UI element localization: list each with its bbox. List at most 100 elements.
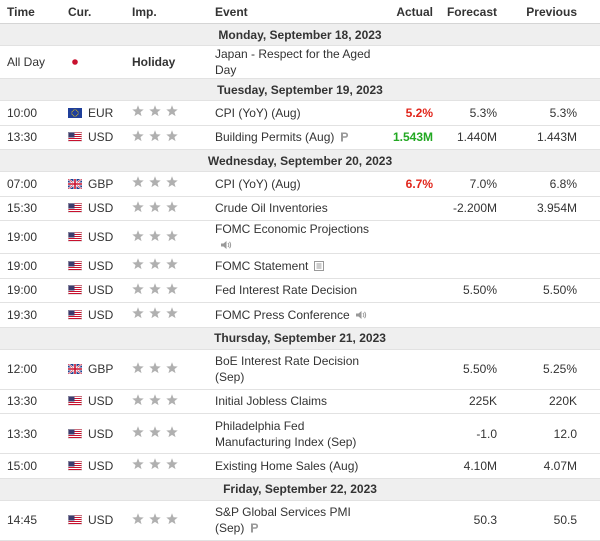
column-header[interactable]: Event — [208, 0, 380, 24]
event-name[interactable]: CPI (YoY) (Aug) — [215, 105, 301, 121]
currency-code: USD — [88, 458, 114, 473]
event-row[interactable]: 14:45 USD S&P Global Services PMI (Sep) 50.… — [0, 500, 600, 541]
event-row[interactable]: All Day Holiday Japan - Respect for the Ag… — [0, 45, 600, 79]
event-name[interactable]: FOMC Economic Projections — [215, 221, 380, 253]
actual — [380, 453, 440, 479]
column-header[interactable]: Previous — [504, 0, 600, 24]
event-row[interactable]: 19:00 USD FOMC Economic Projections — [0, 220, 600, 254]
event-name[interactable]: Philadelphia Fed Manufacturing Index (Se… — [215, 418, 380, 450]
actual — [380, 389, 440, 414]
event-name[interactable]: Crude Oil Inventories — [215, 200, 328, 216]
importance-stars — [132, 258, 178, 270]
time: 15:30 — [0, 196, 62, 221]
forecast: 5.50% — [440, 278, 504, 303]
forecast: 4.10M — [440, 453, 504, 479]
event-name[interactable]: Japan - Respect for the Aged Day — [215, 46, 380, 78]
currency: USD — [62, 196, 124, 221]
event-name[interactable]: S&P Global Services PMI (Sep) — [215, 504, 380, 536]
event-row[interactable]: 15:00 USD Existing Home Sales (Aug) 4.10M 4.… — [0, 453, 600, 479]
date-header: Monday, September 18, 2023 — [0, 23, 600, 46]
event: CPI (YoY) (Aug) — [208, 100, 380, 126]
event-row[interactable]: 13:30 USD Initial Jobless Claims 225K 220K — [0, 389, 600, 414]
flag — [68, 460, 82, 471]
forecast — [440, 220, 504, 254]
currency: USD — [62, 453, 124, 479]
importance-stars — [132, 426, 178, 438]
event: Building Permits (Aug) — [208, 125, 380, 150]
event-name[interactable]: Initial Jobless Claims — [215, 393, 327, 409]
previous — [504, 253, 600, 279]
importance-stars — [132, 105, 178, 117]
event-row[interactable]: 19:00 USD FOMC Statement — [0, 253, 600, 279]
forecast — [440, 302, 504, 328]
forecast: 5.3% — [440, 100, 504, 126]
currency: USD — [62, 125, 124, 150]
column-header[interactable]: Actual — [380, 0, 440, 24]
importance: Holiday — [124, 45, 208, 79]
event-name[interactable]: Fed Interest Rate Decision — [215, 282, 357, 298]
event: FOMC Statement — [208, 253, 380, 279]
previous: 5.50% — [504, 278, 600, 303]
previous: 5.25% — [504, 349, 600, 390]
flag — [68, 396, 82, 407]
previous: 1.443M — [504, 125, 600, 150]
event: FOMC Economic Projections — [208, 220, 380, 254]
actual — [380, 500, 440, 541]
actual: 6.7% — [380, 171, 440, 197]
flag — [68, 107, 82, 118]
event-row[interactable]: 12:00 GBP BoE Interest Rate Decision (Sep)… — [0, 349, 600, 390]
importance — [124, 389, 208, 414]
forecast — [440, 45, 504, 79]
event: Initial Jobless Claims — [208, 389, 380, 414]
flag — [68, 260, 82, 271]
event-name[interactable]: Existing Home Sales (Aug) — [215, 458, 358, 474]
currency — [62, 45, 124, 79]
speech-icon — [355, 310, 366, 319]
preliminary-icon — [251, 523, 259, 533]
column-header[interactable]: Cur. — [62, 0, 124, 24]
flag — [68, 132, 82, 143]
time: 19:00 — [0, 253, 62, 279]
event-text: BoE Interest Rate Decision (Sep) — [215, 354, 360, 384]
event-row[interactable]: 13:30 USD Building Permits (Aug) 1.543M 1.44… — [0, 125, 600, 150]
currency-code: USD — [88, 307, 114, 322]
importance — [124, 302, 208, 328]
event-row[interactable]: 19:00 USD Fed Interest Rate Decision 5.50% 5… — [0, 278, 600, 303]
forecast: 5.50% — [440, 349, 504, 390]
previous — [504, 302, 600, 328]
importance — [124, 196, 208, 221]
importance-stars — [132, 201, 178, 212]
event-row[interactable]: 15:30 USD Crude Oil Inventories -2.200M 3.95… — [0, 196, 600, 221]
previous: 50.5 — [504, 500, 600, 541]
flag — [68, 515, 82, 525]
column-header[interactable]: Imp. — [124, 0, 208, 24]
event-row[interactable]: 07:00 GBP CPI (YoY) (Aug) 6.7% 7.0% 6.8% — [0, 171, 600, 197]
event-name[interactable]: Building Permits (Aug) — [215, 129, 349, 145]
importance — [124, 125, 208, 150]
flag — [68, 285, 82, 296]
currency-code: GBP — [88, 176, 114, 191]
time: 19:00 — [0, 278, 62, 303]
event-text: FOMC Statement — [215, 258, 309, 273]
event-name[interactable]: BoE Interest Rate Decision (Sep) — [215, 353, 380, 385]
importance — [124, 220, 208, 254]
actual — [380, 349, 440, 390]
event-row[interactable]: 19:30 USD FOMC Press Conference — [0, 302, 600, 328]
event-row[interactable]: 10:00 EUR CPI (YoY) (Aug) 5.2% 5.3% 5.3% — [0, 100, 600, 126]
currency-code: USD — [88, 283, 114, 298]
event-name[interactable]: CPI (YoY) (Aug) — [215, 176, 301, 192]
header-row: Time Cur. Imp. Event Actual Forecast Pre… — [0, 0, 600, 24]
event-name[interactable]: FOMC Press Conference — [215, 307, 367, 323]
event-text: Building Permits (Aug) — [215, 130, 335, 145]
column-header[interactable]: Forecast — [440, 0, 504, 24]
previous: 3.954M — [504, 196, 600, 221]
event-row[interactable]: 13:30 USD Philadelphia Fed Manufacturing I… — [0, 413, 600, 454]
event: Japan - Respect for the Aged Day — [208, 45, 380, 79]
event-name[interactable]: FOMC Statement — [215, 258, 325, 274]
column-header[interactable]: Time — [0, 0, 62, 24]
event-text: Fed Interest Rate Decision — [215, 283, 358, 298]
forecast: -2.200M — [440, 196, 504, 221]
time: 12:00 — [0, 349, 62, 390]
flag — [68, 428, 82, 439]
currency: USD — [62, 302, 124, 328]
